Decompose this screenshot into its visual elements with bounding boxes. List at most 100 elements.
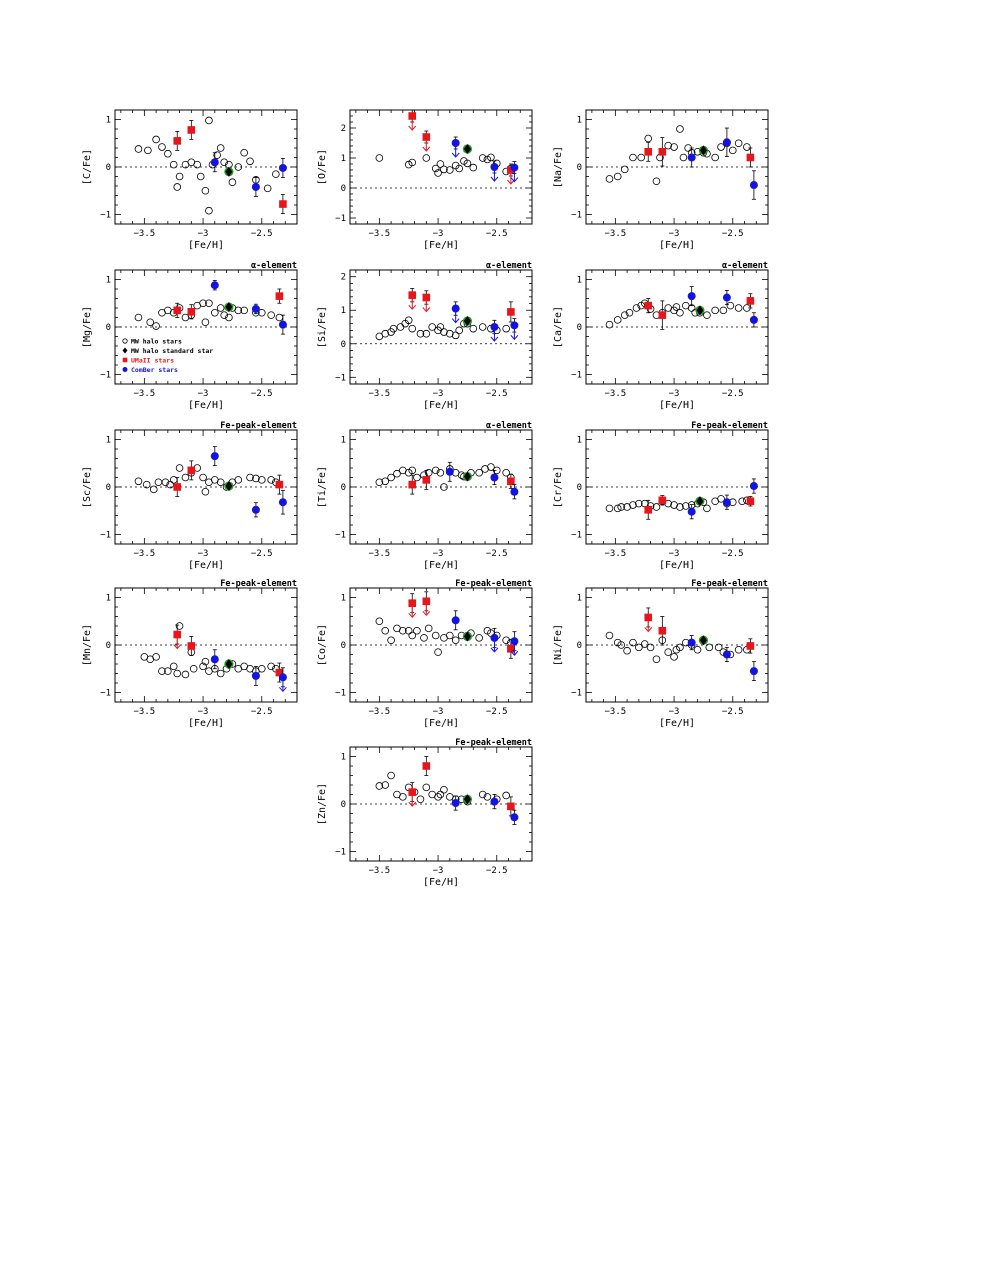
- data-point-mw-halo: [134, 477, 143, 486]
- x-tick-label: −3.5: [369, 549, 391, 559]
- data-point-comber: [722, 138, 731, 147]
- data-point-mw-halo: [728, 146, 737, 155]
- data-point-mw-halo: [502, 324, 510, 333]
- data-point-halo-standard: [225, 659, 233, 669]
- upper-limit-arrowhead: [408, 304, 417, 310]
- y-tick-label: −1: [335, 848, 346, 858]
- data-point-mw-halo: [375, 154, 384, 162]
- data-point-mw-halo: [267, 311, 275, 319]
- x-tick-label: −3.5: [369, 389, 391, 399]
- x-tick-label: −3: [669, 389, 680, 399]
- data-point-mw-halo: [134, 145, 143, 153]
- data-point-comber: [490, 473, 499, 482]
- y-tick-label: 2: [341, 273, 346, 283]
- data-point-comber: [510, 487, 519, 496]
- data-point-comber: [722, 498, 731, 507]
- panel-title: Fe-peak-element: [455, 579, 532, 589]
- data-point-umaii: [746, 642, 755, 650]
- data-point-mw-halo: [134, 313, 143, 322]
- data-point-umaii: [422, 476, 431, 484]
- data-point-mw-halo: [455, 164, 464, 173]
- data-point-umaii: [507, 645, 515, 653]
- x-tick-label: −3: [198, 707, 209, 717]
- data-point-comber: [451, 304, 460, 313]
- data-point-comber: [210, 452, 219, 461]
- y-tick-label: 1: [577, 594, 582, 604]
- legend-marker-open-circle: [122, 338, 128, 344]
- data-point-mw-halo: [158, 667, 166, 675]
- data-point-mw-halo: [193, 160, 201, 169]
- x-axis-label: [Fe/H]: [188, 400, 224, 411]
- data-point-halo-standard: [463, 471, 471, 482]
- data-point-comber: [445, 467, 454, 476]
- upper-limit-arrowhead: [422, 610, 431, 617]
- y-tick-label: 1: [577, 436, 582, 446]
- data-point-mw-halo: [164, 149, 172, 158]
- panel-nafe: −3.5 −3 −2.5 −1 0 1 [Fe/H] [Na/Fe]: [553, 109, 769, 251]
- x-tick-label: −3.5: [369, 229, 391, 239]
- panel-title: Fe-peak-element: [691, 579, 768, 589]
- data-point-mw-halo: [387, 771, 395, 780]
- data-point-mw-halo: [152, 135, 160, 144]
- y-tick-label: −1: [571, 531, 582, 541]
- data-point-mw-halo: [436, 468, 445, 477]
- data-point-umaii: [187, 126, 196, 134]
- y-tick-label: 0: [577, 163, 582, 173]
- data-point-mw-halo: [408, 324, 417, 333]
- data-point-mw-halo: [422, 329, 431, 338]
- panel-title: α-element: [486, 261, 532, 271]
- x-tick-label: −3.5: [134, 229, 156, 239]
- panel-crfe: −3.5 −3 −2.5 −1 0 1 [Fe/H] [Cr/Fe] Fe-peak-eleme…: [553, 421, 769, 571]
- data-point-mw-halo: [693, 645, 702, 654]
- data-point-comber: [510, 321, 519, 330]
- data-point-mw-halo: [257, 664, 266, 673]
- data-point-mw-halo: [676, 308, 684, 317]
- x-tick-label: −3: [198, 389, 209, 399]
- data-point-mw-halo: [613, 504, 622, 513]
- y-axis-label: [O/Fe]: [317, 149, 328, 185]
- x-tick-label: −3.5: [134, 389, 156, 399]
- data-point-mw-halo: [640, 640, 649, 648]
- y-axis-label: [Co/Fe]: [317, 624, 328, 666]
- data-point-mw-halo: [475, 468, 483, 477]
- data-point-mw-halo: [670, 143, 678, 151]
- upper-limit-arrowhead: [490, 176, 499, 182]
- data-point-mw-halo: [424, 624, 433, 633]
- data-point-comber: [749, 667, 758, 676]
- x-axis-label: [Fe/H]: [188, 240, 224, 251]
- data-point-umaii: [644, 613, 653, 622]
- y-tick-label: 1: [106, 436, 111, 446]
- data-point-umaii: [173, 630, 182, 639]
- data-point-mw-halo: [440, 483, 448, 491]
- y-tick-label: 1: [341, 436, 346, 446]
- data-point-mw-halo: [413, 626, 421, 635]
- data-point-mw-halo: [196, 172, 205, 181]
- data-point-mw-halo: [216, 144, 225, 152]
- data-point-mw-halo: [487, 463, 495, 471]
- x-tick-label: −3.5: [134, 549, 156, 559]
- data-point-mw-halo: [142, 480, 151, 489]
- upper-limit-arrowhead: [490, 647, 499, 653]
- data-point-mw-halo: [173, 183, 182, 191]
- data-point-mw-halo: [717, 143, 725, 151]
- data-point-mw-halo: [152, 322, 160, 330]
- data-point-umaii: [408, 112, 417, 120]
- data-point-comber: [210, 655, 219, 664]
- y-tick-label: 1: [341, 753, 346, 763]
- y-axis-label: [Si/Fe]: [317, 306, 328, 348]
- data-point-mw-halo: [375, 782, 384, 790]
- data-point-mw-halo: [169, 160, 178, 169]
- data-point-mw-halo: [146, 318, 155, 327]
- data-point-mw-halo: [682, 502, 690, 510]
- data-point-mw-halo: [246, 157, 254, 166]
- data-point-mw-halo: [422, 783, 431, 792]
- legend-marker-diamond: [122, 347, 128, 354]
- data-point-mw-halo: [181, 473, 190, 482]
- data-point-mw-halo: [620, 165, 629, 174]
- x-tick-label: −2.5: [722, 707, 744, 717]
- data-point-mw-halo: [422, 154, 431, 162]
- x-tick-label: −2.5: [486, 707, 508, 717]
- data-point-mw-halo: [734, 139, 743, 148]
- x-tick-label: −2.5: [486, 389, 508, 399]
- data-point-mw-halo: [483, 793, 492, 801]
